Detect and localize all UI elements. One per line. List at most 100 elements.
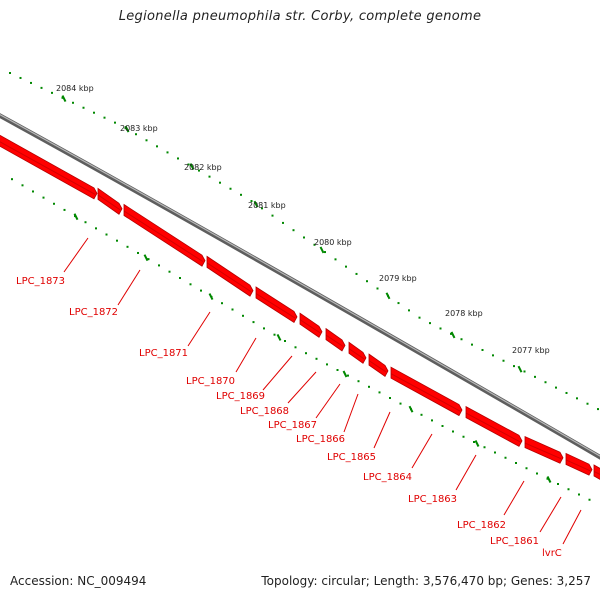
inner-dot: [315, 357, 318, 360]
gene-leader-line: [187, 311, 211, 347]
inner-dot: [567, 488, 570, 491]
inner-dot: [578, 493, 580, 496]
major-tick: [319, 246, 325, 254]
gene-arrow-shade: [524, 442, 562, 460]
gene-leader-line: [539, 496, 562, 533]
inner-dot: [53, 202, 55, 205]
ruler-dot: [114, 121, 116, 124]
major-tick: [189, 163, 195, 170]
inner-tick-track: [11, 178, 591, 501]
inner-dot: [273, 333, 276, 336]
inner-dot: [504, 456, 507, 459]
inner-dot: [431, 419, 433, 422]
genome-backbone: [0, 113, 600, 460]
map-title: Legionella pneumophila str. Corby, compl…: [118, 9, 482, 24]
ruler-dot: [61, 96, 64, 99]
inner-dot: [462, 435, 465, 438]
inner-dot: [189, 283, 192, 286]
inner-dot: [515, 462, 517, 464]
inner-dot: [168, 270, 171, 273]
inner-dot: [420, 413, 423, 416]
outer-tick-track: [9, 72, 599, 411]
gene-leader-line: [455, 454, 477, 491]
genome-summary-text: Topology: circular; Length: 3,576,470 bp…: [261, 574, 591, 588]
gene-leader-line: [315, 383, 341, 419]
gene-leader-line: [262, 355, 293, 391]
ruler-dot: [481, 348, 484, 351]
gene-arrow-shade: [325, 334, 344, 347]
major-tick: [124, 125, 130, 133]
accession-text: Accession: NC_009494: [10, 574, 147, 588]
ruler-dot: [324, 251, 326, 254]
gene-leader-line: [235, 337, 257, 373]
ruler-dot: [492, 354, 494, 357]
ruler-dot: [313, 243, 316, 246]
ruler-dot: [408, 309, 410, 312]
inner-dot: [126, 245, 129, 248]
inner-dot: [326, 363, 328, 366]
gene-leader-line: [117, 269, 141, 306]
ruler-dot: [261, 207, 263, 210]
backbone-highlight: [0, 114, 600, 457]
ruler-dot: [502, 359, 505, 362]
gene-leader-line: [503, 480, 525, 516]
inner-dot: [557, 483, 559, 485]
gene-arrow-shade: [348, 348, 365, 360]
gene-arrow: [206, 255, 254, 297]
ruler-dot: [208, 175, 211, 178]
ruler-label: 2082 kbp: [184, 163, 222, 172]
major-tick: [450, 331, 456, 339]
gene-label: LPC_1870: [186, 376, 235, 387]
gene-arrow-shade: [390, 373, 461, 412]
ruler-dot: [513, 365, 515, 368]
gene-label: LPC_1869: [216, 391, 265, 402]
gene-label: LPC_1866: [296, 434, 345, 445]
gene-label: LPC_1861: [490, 536, 539, 547]
inner-dot: [546, 477, 549, 480]
inner-dot: [483, 446, 486, 449]
gene-arrow-shade: [255, 293, 296, 319]
gene-leader-line: [373, 411, 391, 449]
inner-dot: [95, 227, 97, 230]
gene-arrow: [0, 134, 98, 200]
inner-dot: [200, 289, 202, 292]
inner-dot: [452, 430, 454, 433]
gene-arrow: [255, 286, 298, 324]
gene-arrow-shade: [465, 412, 521, 443]
ruler-dot: [177, 157, 179, 160]
gene-label: LPC_1862: [457, 520, 506, 531]
ruler-dot: [429, 322, 431, 325]
gene-label: LPC_1871: [139, 348, 188, 359]
ruler-dot: [460, 338, 463, 341]
gene-leader-line: [287, 371, 317, 404]
gene-label: LPC_1865: [327, 452, 376, 463]
gene-arrow: [593, 464, 600, 480]
gene-arrow-shade: [0, 141, 96, 195]
ruler-dot: [103, 116, 106, 119]
gene-label: LPC_1864: [363, 472, 412, 483]
ruler-dot: [240, 193, 242, 196]
gene-arrow: [299, 312, 323, 338]
ruler-dot: [187, 163, 190, 166]
ruler-dot: [219, 181, 221, 184]
major-tick: [517, 365, 523, 373]
ruler-dot: [576, 397, 578, 400]
ruler-label: 2084 kbp: [56, 84, 94, 93]
inner-major-tick: [208, 293, 214, 301]
gene-arrow: [465, 405, 523, 447]
inner-dot: [347, 374, 349, 377]
ruler-label: 2080 kbp: [314, 238, 352, 247]
gene-arrow-shade: [206, 262, 252, 293]
major-tick: [253, 200, 259, 208]
gene-arrow: [325, 327, 346, 352]
ruler-dot: [397, 302, 400, 305]
inner-dot: [473, 441, 475, 443]
ruler-dot: [450, 332, 452, 335]
gene-leader-line: [562, 509, 582, 545]
inner-dot: [137, 251, 139, 254]
inner-dot: [105, 233, 108, 236]
ruler-dot: [82, 106, 85, 109]
gene-arrow-shade: [593, 471, 600, 476]
gene-label: LPC_1873: [16, 276, 65, 287]
